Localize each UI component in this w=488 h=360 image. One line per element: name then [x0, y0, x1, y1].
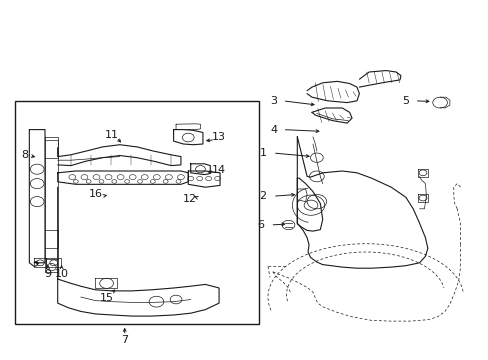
Text: 14: 14	[212, 165, 225, 175]
Text: 9: 9	[44, 269, 51, 279]
Text: 7: 7	[121, 335, 128, 345]
Text: 15: 15	[100, 293, 113, 303]
Bar	[15, 101, 259, 324]
Text: 16: 16	[88, 189, 102, 199]
Text: 6: 6	[257, 220, 264, 230]
Text: 10: 10	[55, 269, 68, 279]
Text: 2: 2	[259, 191, 266, 201]
Text: 8: 8	[21, 150, 28, 160]
Text: 5: 5	[402, 96, 408, 106]
Text: 13: 13	[212, 132, 225, 142]
Text: 11: 11	[104, 130, 118, 140]
Text: 4: 4	[270, 125, 277, 135]
Text: 3: 3	[270, 96, 277, 106]
Text: 12: 12	[183, 194, 196, 204]
Text: 1: 1	[259, 148, 266, 158]
